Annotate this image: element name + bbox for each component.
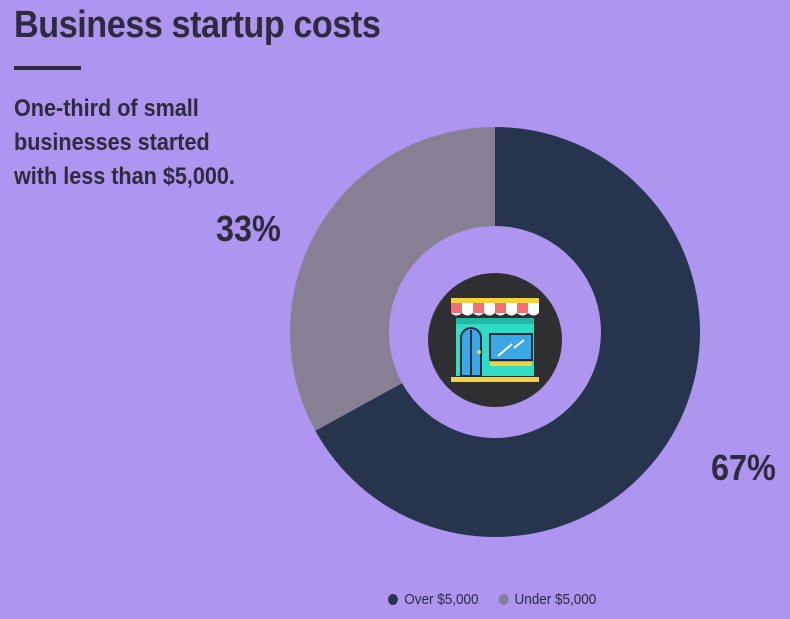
data-label-under-5000: 33% xyxy=(216,208,281,249)
donut-slice-under-5-000 xyxy=(289,126,495,431)
chart-subtitle: One-third of small businesses started wi… xyxy=(14,95,235,190)
title-underline xyxy=(14,66,81,70)
legend-label-under-5000: Under $5,000 xyxy=(514,591,597,608)
storefront-icon xyxy=(428,273,562,407)
legend-swatch-over-5000 xyxy=(388,594,398,605)
legend-label-over-5000: Over $5,000 xyxy=(404,591,479,608)
donut-slice-over-5-000 xyxy=(315,127,700,537)
chart-legend: Over $5,000 Under $5,000 xyxy=(388,591,596,608)
data-label-over-5000: 67% xyxy=(711,447,776,488)
chart-title: Business startup costs xyxy=(14,4,381,46)
legend-item-under-5000: Under $5,000 xyxy=(498,591,596,608)
legend-item-over-5000: Over $5,000 xyxy=(388,591,479,608)
legend-swatch-under-5000 xyxy=(498,594,509,605)
